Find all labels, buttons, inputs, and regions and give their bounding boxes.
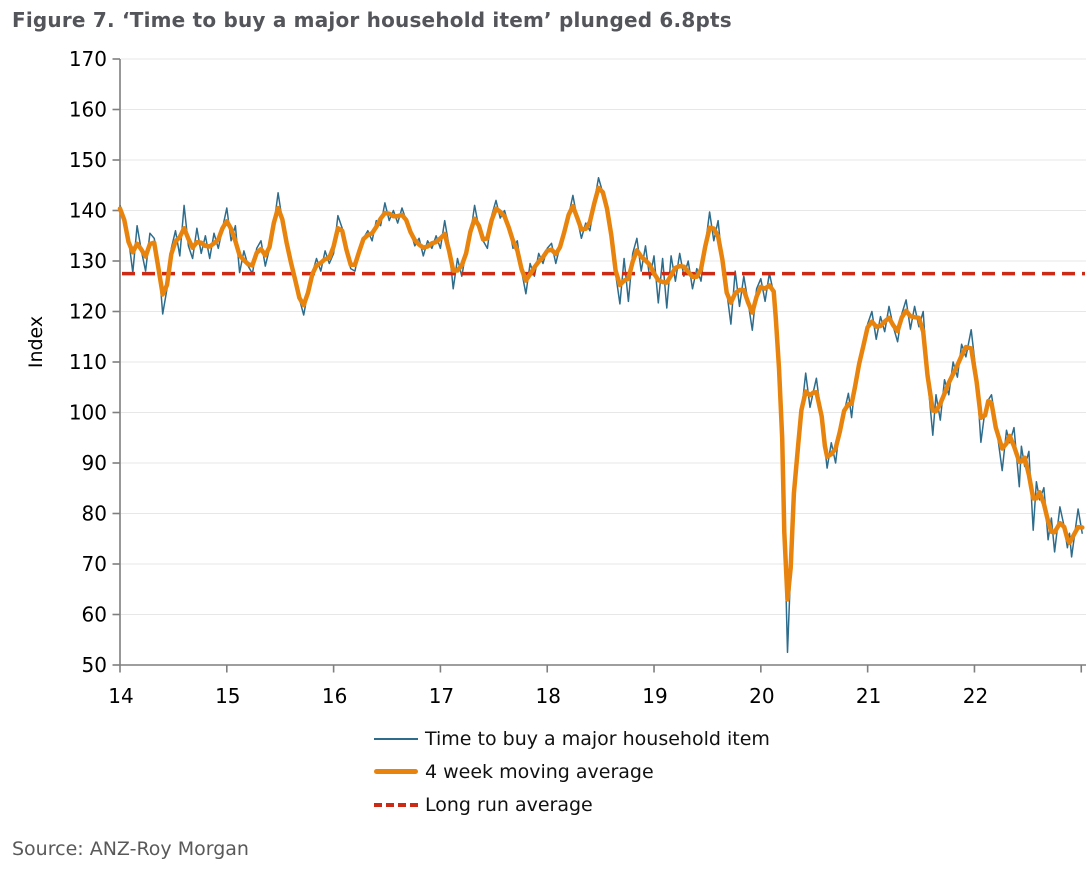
svg-text:110: 110 xyxy=(69,350,107,374)
svg-text:150: 150 xyxy=(69,148,107,172)
svg-text:160: 160 xyxy=(69,98,107,122)
svg-text:22: 22 xyxy=(963,684,988,708)
legend-label-weekly: Time to buy a major household item xyxy=(425,727,770,750)
svg-text:16: 16 xyxy=(322,684,347,708)
svg-text:170: 170 xyxy=(69,47,107,71)
svg-text:140: 140 xyxy=(69,199,107,223)
svg-text:21: 21 xyxy=(856,684,881,708)
svg-text:60: 60 xyxy=(82,603,107,627)
legend-item-moving-average: 4 week moving average xyxy=(374,755,770,788)
svg-text:50: 50 xyxy=(82,653,107,677)
svg-text:70: 70 xyxy=(82,552,107,576)
legend-item-long-run-average: Long run average xyxy=(374,788,770,821)
chart-legend: Time to buy a major household item 4 wee… xyxy=(374,722,770,821)
y-axis-label: Index xyxy=(25,315,47,369)
svg-text:130: 130 xyxy=(69,249,107,273)
svg-text:15: 15 xyxy=(215,684,240,708)
svg-text:20: 20 xyxy=(749,684,774,708)
source-note: Source: ANZ-Roy Morgan xyxy=(12,838,249,860)
long-run-average-dash-swatch xyxy=(374,802,418,807)
svg-text:17: 17 xyxy=(429,684,454,708)
svg-text:90: 90 xyxy=(82,451,107,475)
svg-text:14: 14 xyxy=(108,684,133,708)
svg-text:19: 19 xyxy=(642,684,667,708)
svg-text:120: 120 xyxy=(69,300,107,324)
legend-label-long-run-average: Long run average xyxy=(425,793,593,816)
svg-text:80: 80 xyxy=(82,502,107,526)
chart-title: Figure 7. ‘Time to buy a major household… xyxy=(12,8,732,32)
weekly-line-swatch xyxy=(374,737,418,740)
moving-average-line-swatch xyxy=(374,769,418,774)
legend-label-moving-average: 4 week moving average xyxy=(425,760,654,783)
svg-text:18: 18 xyxy=(535,684,560,708)
legend-item-weekly-series: Time to buy a major household item xyxy=(374,722,770,755)
svg-text:100: 100 xyxy=(69,401,107,425)
